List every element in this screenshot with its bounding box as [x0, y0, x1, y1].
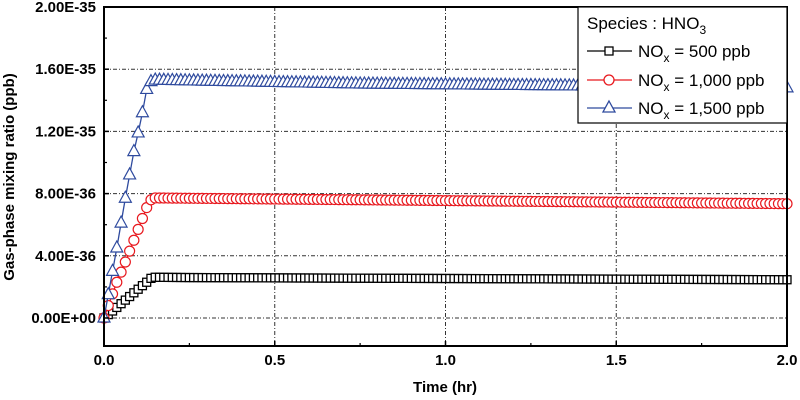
- axis-ticks: [103, 6, 788, 346]
- circle-marker-icon: [603, 74, 615, 86]
- x-tick-labels: 0.0 0.5 1.0 1.5 2.0: [94, 352, 798, 369]
- legend-title: Species : HNO3: [587, 14, 706, 37]
- legend-item-500: NOx = 500 ppb: [587, 42, 750, 65]
- series-circle: [98, 192, 793, 324]
- y-tick-label: 2.00E-35: [35, 0, 96, 16]
- y-tick-labels: 0.00E+00 4.00E-36 8.00E-36 1.20E-35 1.60E-35…: [31, 0, 96, 327]
- x-tick-label: 0.5: [264, 352, 285, 369]
- legend-item-1000: NOx = 1,000 ppb: [587, 71, 765, 94]
- series-square: [99, 272, 792, 323]
- y-tick-label: 1.60E-35: [35, 61, 96, 78]
- x-tick-label: 1.5: [606, 352, 627, 369]
- y-axis-title: Gas-phase mixing ratio (ppb): [1, 73, 18, 281]
- triangle-marker-icon: [601, 99, 617, 113]
- svg-text:NOx = 1,000 ppb: NOx = 1,000 ppb: [638, 71, 765, 94]
- y-tick-label: 1.20E-35: [35, 123, 96, 140]
- x-axis-title: Time (hr): [413, 379, 477, 396]
- y-tick-label: 8.00E-36: [35, 186, 96, 203]
- y-tick-label: 0.00E+00: [31, 310, 96, 327]
- y-tick-label: 4.00E-36: [35, 248, 96, 265]
- svg-text:NOx = 500 ppb: NOx = 500 ppb: [638, 42, 750, 65]
- x-tick-label: 1.0: [435, 352, 456, 369]
- legend-box: [577, 6, 788, 124]
- svg-text:NOx = 1,500 ppb: NOx = 1,500 ppb: [638, 99, 765, 122]
- x-tick-label: 2.0: [777, 352, 798, 369]
- square-marker-icon: [604, 46, 614, 56]
- legend: Species : HNO3 NOx = 500 ppb NOx = 1,000…: [577, 6, 788, 124]
- legend-item-1500: NOx = 1,500 ppb: [587, 99, 765, 122]
- x-tick-label: 0.0: [94, 352, 115, 369]
